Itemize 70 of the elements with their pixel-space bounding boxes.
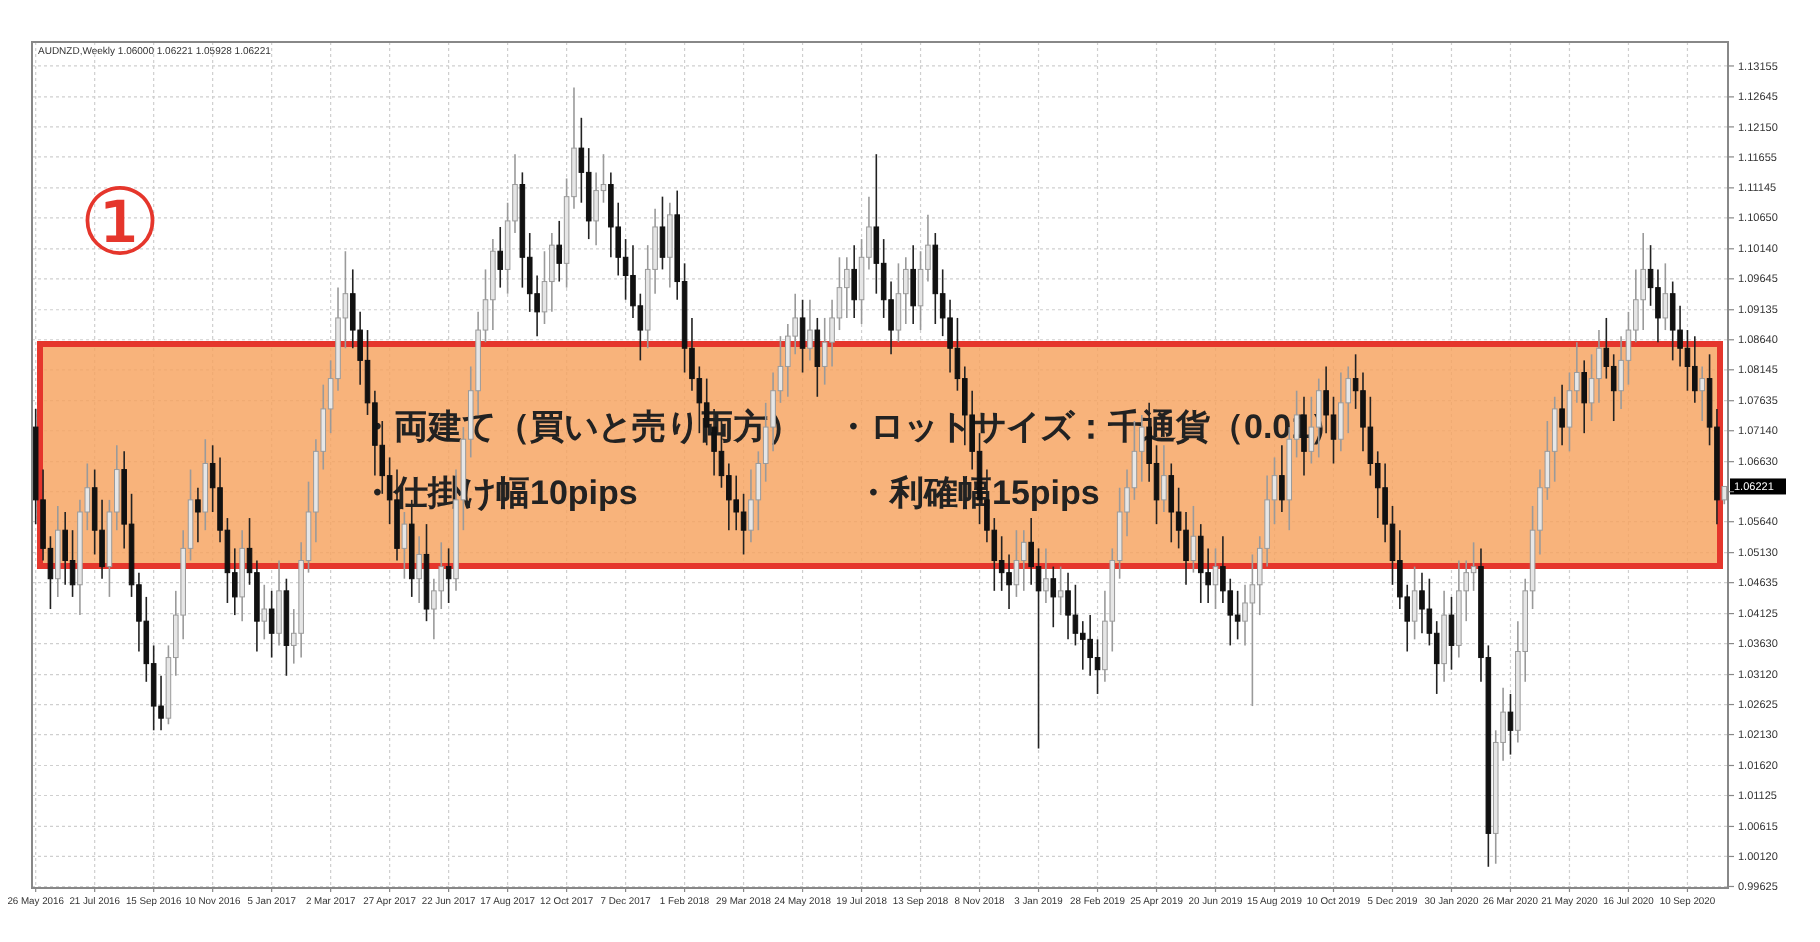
candlestick: [1065, 571, 1071, 641]
candlestick: [1338, 371, 1344, 453]
candlestick: [1662, 262, 1669, 331]
candlestick: [1028, 517, 1034, 586]
candlestick: [814, 317, 821, 398]
candlestick: [1183, 511, 1189, 586]
candlestick: [1470, 541, 1477, 592]
candlestick: [1699, 365, 1705, 422]
candlestick: [910, 244, 916, 325]
candlestick: [1057, 565, 1064, 616]
candlestick: [1559, 383, 1565, 447]
candlestick: [1087, 614, 1093, 677]
candlestick: [549, 232, 555, 313]
candlestick: [1212, 547, 1219, 610]
candlestick: [1596, 329, 1602, 404]
candlestick: [659, 195, 666, 271]
candlestick: [1050, 565, 1057, 629]
candlestick: [1190, 505, 1197, 574]
candlestick: [195, 486, 201, 544]
candlestick: [62, 511, 68, 586]
candlestick: [1610, 353, 1617, 422]
candlestick: [541, 250, 548, 325]
candlestick: [1448, 596, 1455, 671]
candlestick: [903, 256, 909, 325]
candlestick: [401, 511, 408, 580]
candlestick: [1618, 335, 1624, 410]
candlestick: [1242, 583, 1248, 647]
candlestick: [1197, 523, 1204, 604]
candlestick: [1021, 529, 1027, 592]
candlestick: [1684, 329, 1691, 392]
candlestick: [1094, 638, 1101, 695]
candlestick: [1080, 620, 1086, 671]
candlestick: [1043, 547, 1049, 604]
candlestick: [1013, 529, 1020, 598]
candlestick: [556, 220, 563, 283]
candlestick: [1581, 359, 1587, 434]
candlestick: [1168, 462, 1175, 544]
candlestick: [1551, 395, 1558, 483]
candlestick: [268, 590, 275, 659]
candlestick: [416, 535, 422, 604]
candlestick: [1234, 590, 1241, 641]
candlestick: [799, 298, 806, 374]
candlestick: [748, 468, 754, 544]
candlestick: [844, 256, 850, 319]
candlestick: [1692, 335, 1698, 404]
candlestick: [807, 298, 813, 362]
candlestick: [261, 583, 268, 641]
candlestick: [1411, 565, 1418, 641]
candlestick: [667, 201, 673, 289]
candlestick: [497, 226, 504, 289]
annotation: ①: [78, 168, 162, 276]
candlestick: [1323, 365, 1329, 434]
candlestick: [1419, 571, 1425, 635]
candlestick: [851, 244, 857, 319]
candlestick: [1566, 371, 1573, 453]
candlestick: [1006, 553, 1012, 610]
candlestick: [1330, 395, 1337, 465]
candlestick: [1249, 553, 1256, 707]
candlestick: [873, 153, 880, 295]
candlestick: [1669, 280, 1676, 362]
candlestick: [593, 171, 599, 246]
candlestick: [895, 262, 902, 343]
candlestick: [1279, 444, 1285, 513]
candlestick: [1161, 444, 1167, 513]
candlestick: [1655, 268, 1661, 343]
candlestick: [445, 547, 452, 604]
candlestick: [276, 559, 282, 647]
candlestick: [740, 493, 747, 556]
candlestick: [1507, 693, 1514, 756]
candlestick: [947, 298, 953, 374]
